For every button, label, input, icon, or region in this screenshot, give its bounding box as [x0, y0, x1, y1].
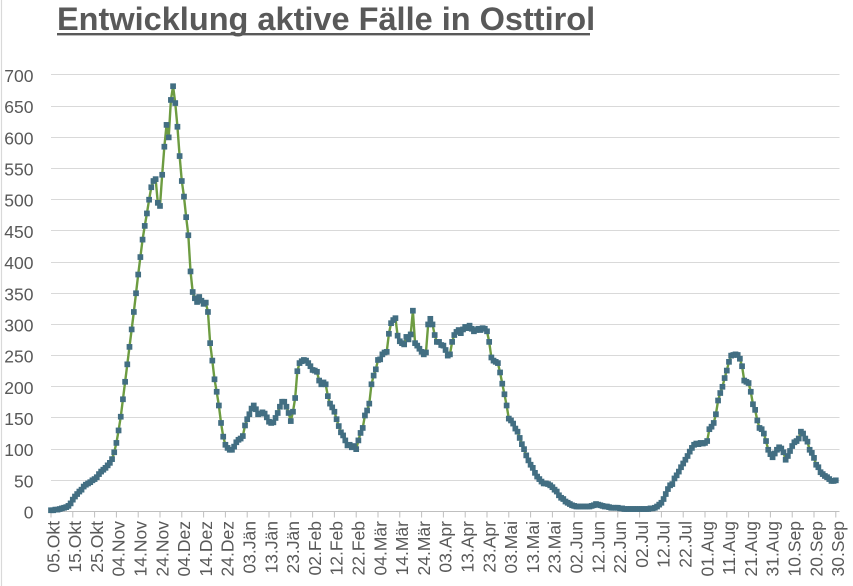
svg-text:14.Nov: 14.Nov	[131, 521, 151, 577]
svg-text:13.Mai: 13.Mai	[523, 521, 543, 574]
svg-text:04.Dez: 04.Dez	[174, 521, 194, 576]
svg-text:50: 50	[14, 471, 34, 491]
svg-text:30.Sep: 30.Sep	[828, 521, 848, 576]
svg-text:700: 700	[4, 66, 33, 86]
svg-text:21.Aug: 21.Aug	[741, 521, 761, 576]
svg-text:02.Feb: 02.Feb	[305, 521, 325, 575]
svg-text:650: 650	[4, 97, 33, 117]
svg-text:03.Mai: 03.Mai	[501, 521, 521, 574]
svg-text:01.Aug: 01.Aug	[697, 521, 717, 576]
svg-text:200: 200	[4, 378, 33, 398]
svg-text:450: 450	[4, 222, 33, 242]
svg-text:31.Aug: 31.Aug	[763, 521, 783, 576]
svg-text:400: 400	[4, 253, 33, 273]
svg-text:05.Okt: 05.Okt	[43, 521, 63, 573]
svg-text:250: 250	[4, 347, 33, 367]
svg-text:300: 300	[4, 315, 33, 335]
svg-text:12.Jun: 12.Jun	[588, 521, 608, 574]
svg-text:13.Apr: 13.Apr	[458, 521, 478, 573]
svg-text:23.Mai: 23.Mai	[545, 521, 565, 574]
svg-text:03.Apr: 03.Apr	[436, 521, 456, 573]
svg-text:Entwicklung aktive Fälle in Os: Entwicklung aktive Fälle in Osttirol	[57, 1, 595, 37]
svg-text:20.Sep: 20.Sep	[806, 521, 826, 576]
svg-text:23.Apr: 23.Apr	[479, 521, 499, 573]
svg-text:14.Dez: 14.Dez	[196, 521, 216, 576]
svg-text:11.Aug: 11.Aug	[719, 521, 739, 575]
svg-text:03.Jän: 03.Jän	[240, 521, 260, 574]
svg-text:150: 150	[4, 409, 33, 429]
svg-text:24.Mär: 24.Mär	[414, 521, 434, 576]
svg-text:04.Mär: 04.Mär	[370, 521, 390, 576]
svg-text:12.Feb: 12.Feb	[327, 521, 347, 575]
svg-text:22.Feb: 22.Feb	[349, 521, 369, 575]
svg-text:22.Jun: 22.Jun	[610, 521, 630, 574]
svg-text:350: 350	[4, 284, 33, 304]
svg-text:14.Mär: 14.Mär	[392, 521, 412, 576]
svg-text:100: 100	[4, 440, 33, 460]
svg-text:04.Nov: 04.Nov	[109, 521, 129, 577]
svg-text:600: 600	[4, 128, 33, 148]
svg-text:15.Okt: 15.Okt	[65, 521, 85, 573]
svg-text:550: 550	[4, 160, 33, 180]
svg-text:13.Jän: 13.Jän	[261, 521, 281, 574]
svg-text:25.Okt: 25.Okt	[87, 521, 107, 573]
svg-text:22.Jul: 22.Jul	[676, 521, 696, 568]
svg-text:0: 0	[24, 503, 34, 523]
svg-text:24.Dez: 24.Dez	[218, 521, 238, 576]
svg-text:23.Jän: 23.Jän	[283, 521, 303, 574]
svg-text:02.Jul: 02.Jul	[632, 521, 652, 568]
svg-text:10.Sep: 10.Sep	[785, 521, 805, 576]
svg-text:12.Jul: 12.Jul	[654, 521, 674, 568]
svg-text:500: 500	[4, 191, 33, 211]
svg-text:02.Jun: 02.Jun	[567, 521, 587, 574]
svg-text:24.Nov: 24.Nov	[152, 521, 172, 577]
